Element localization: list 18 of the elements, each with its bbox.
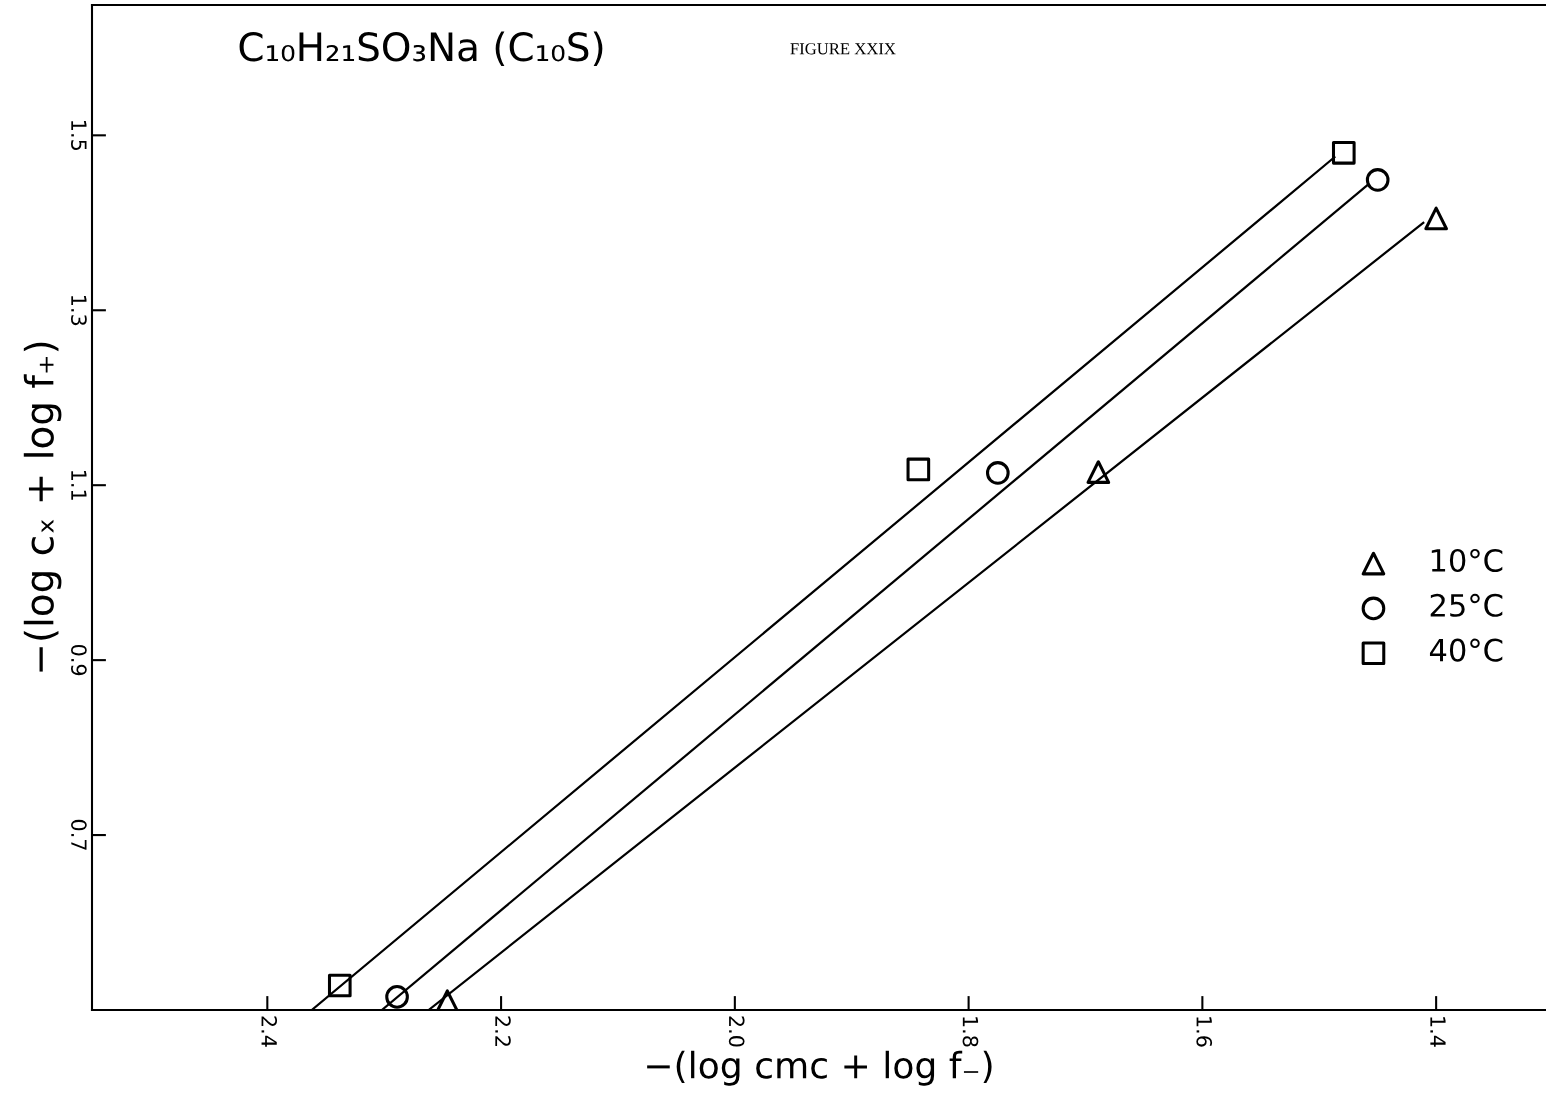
x-tick-label: 2.2: [495, 1016, 511, 1046]
y-tick-label: 1.3: [71, 295, 87, 326]
text: FIGURE XXIX: [790, 43, 896, 55]
x-tick-label: 2.0: [728, 1016, 745, 1047]
y-tick-label: 1.1: [71, 470, 87, 500]
text: C₁₀H₂₁SO₃Na (C₁₀S): [239, 31, 603, 67]
x-tick-label: 1.6: [1196, 1017, 1213, 1047]
y-tick-label: 1.5: [71, 121, 87, 151]
y-tick-label: 0.9: [71, 644, 87, 676]
legend-label: 40°C: [1429, 638, 1503, 662]
legend-label: 25°C: [1430, 593, 1503, 617]
y-tick-label: 0.7: [71, 819, 87, 850]
y-axis-title: −(log cₓ + log f₊): [23, 342, 62, 672]
x-axis-title: −(log cmc + log f₋): [647, 1050, 992, 1086]
x-tick-label: 2.4: [261, 1016, 278, 1047]
legend-label: 10°C: [1431, 548, 1503, 573]
x-tick-label: 1.8: [962, 1017, 979, 1047]
x-tick-label: 1.4: [1430, 1017, 1446, 1047]
